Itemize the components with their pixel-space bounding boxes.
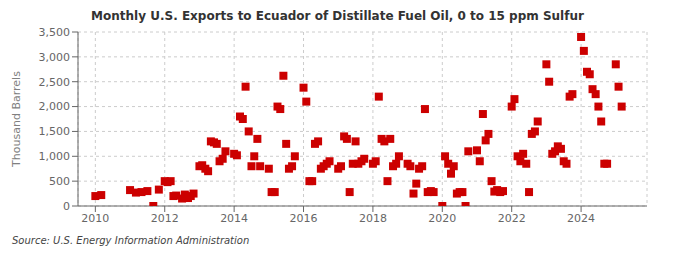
html-text:Monthly U.S. Exports to Ecuado: Monthly U.S. Exports to Ecuador of Disti… xyxy=(91,9,584,23)
html-text:Source: U.S. Energy Informatio: Source: U.S. Energy Information Administ… xyxy=(12,235,250,246)
svg-text:2,500: 2,500 xyxy=(39,76,71,89)
svg-text:1,000: 1,000 xyxy=(39,150,71,163)
svg-text:3,000: 3,000 xyxy=(39,51,71,64)
svg-text:0: 0 xyxy=(63,200,70,213)
svg-text:2012: 2012 xyxy=(151,212,179,225)
svg-text:2014: 2014 xyxy=(220,212,248,225)
svg-text:2,000: 2,000 xyxy=(39,100,71,113)
svg-text:1,500: 1,500 xyxy=(39,125,71,138)
svg-text:2020: 2020 xyxy=(428,212,456,225)
svg-text:2016: 2016 xyxy=(290,212,318,225)
svg-text:2024: 2024 xyxy=(567,212,595,225)
svg-text:Thousand Barrels: Thousand Barrels xyxy=(10,71,23,168)
svg-text:2018: 2018 xyxy=(359,212,387,225)
svg-text:2010: 2010 xyxy=(81,212,109,225)
svg-text:2022: 2022 xyxy=(498,212,526,225)
svg-text:3,500: 3,500 xyxy=(39,26,71,39)
svg-text:500: 500 xyxy=(49,175,70,188)
